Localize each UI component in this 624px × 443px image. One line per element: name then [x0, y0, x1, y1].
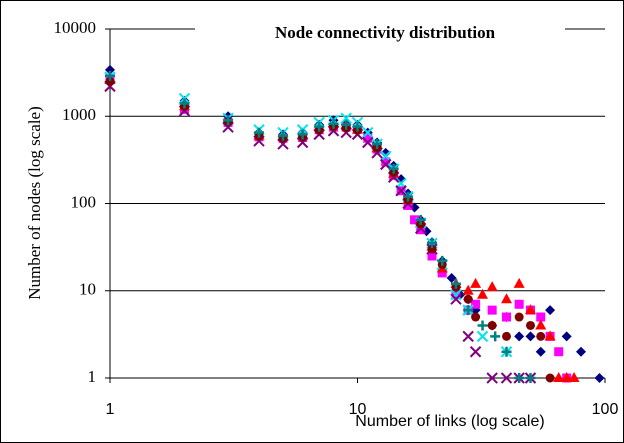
plot-area: 1 10 100 1000 10000 1 10 100 — [54, 18, 619, 418]
point — [416, 225, 426, 235]
chart-title: Node connectivity distribution — [275, 23, 496, 42]
point — [437, 268, 447, 278]
point — [544, 330, 556, 341]
y-tick-label: 1000 — [62, 105, 96, 124]
point — [525, 320, 535, 330]
point — [561, 331, 572, 342]
point — [410, 215, 420, 225]
point — [178, 92, 191, 105]
point — [514, 299, 524, 309]
point — [105, 77, 115, 87]
point — [437, 255, 448, 266]
y-axis-label: Number of nodes (log scale) — [25, 106, 44, 300]
point — [403, 191, 414, 202]
point — [362, 126, 374, 139]
point — [254, 127, 265, 138]
point — [223, 115, 234, 126]
point — [535, 319, 547, 330]
point — [362, 136, 374, 149]
point — [536, 331, 546, 341]
point — [501, 346, 512, 357]
point — [381, 157, 391, 167]
point — [535, 346, 546, 357]
point — [486, 372, 498, 384]
point — [500, 372, 513, 384]
point — [471, 312, 481, 322]
point — [328, 118, 339, 129]
y-tick-label: 1 — [88, 367, 97, 386]
point — [105, 64, 115, 75]
point — [470, 277, 482, 288]
point — [363, 133, 373, 143]
point — [450, 278, 461, 289]
point — [576, 346, 587, 357]
point — [545, 373, 555, 383]
point — [352, 121, 363, 132]
point — [179, 98, 190, 109]
point — [476, 330, 489, 343]
title-box — [195, 14, 565, 52]
point — [403, 200, 413, 210]
point — [469, 346, 482, 358]
point — [395, 185, 407, 197]
point — [471, 299, 481, 309]
point — [463, 294, 473, 304]
point — [525, 331, 536, 342]
point — [462, 330, 474, 343]
point — [388, 163, 399, 174]
point — [450, 293, 462, 305]
point — [314, 121, 325, 132]
point — [105, 70, 115, 81]
point — [594, 373, 605, 383]
point — [545, 305, 556, 316]
point — [502, 312, 512, 322]
point — [372, 139, 383, 150]
point — [427, 244, 437, 254]
point — [525, 373, 536, 383]
point — [446, 273, 457, 284]
point — [536, 312, 546, 322]
point — [514, 373, 525, 383]
point — [514, 331, 525, 342]
point — [341, 119, 352, 130]
point — [379, 150, 392, 162]
y-tick-label: 10 — [79, 280, 96, 299]
y-tick-label: 100 — [71, 192, 97, 211]
point — [340, 112, 352, 124]
point — [477, 288, 489, 299]
point — [450, 289, 462, 301]
x-axis-label: Number of links (log scale) — [355, 413, 544, 430]
point — [427, 251, 437, 261]
point — [477, 320, 488, 331]
x-tick-label: 10 — [349, 401, 367, 418]
point — [277, 130, 288, 141]
x-tick-label: 1 — [106, 401, 115, 418]
point — [415, 214, 426, 225]
point — [462, 284, 474, 295]
point — [513, 277, 525, 288]
point — [502, 331, 512, 341]
point — [561, 372, 573, 382]
x-tick-label: 100 — [592, 401, 619, 418]
point — [524, 304, 536, 315]
point — [463, 305, 474, 316]
y-tick-label: 10000 — [54, 18, 97, 37]
point — [487, 320, 497, 330]
point — [501, 293, 513, 304]
point — [380, 147, 391, 158]
point — [568, 372, 580, 382]
point — [297, 129, 308, 140]
point — [427, 238, 438, 249]
point — [487, 305, 497, 315]
point — [514, 312, 524, 322]
point — [486, 281, 498, 292]
point — [490, 331, 501, 342]
point — [553, 372, 565, 382]
point — [554, 347, 564, 357]
